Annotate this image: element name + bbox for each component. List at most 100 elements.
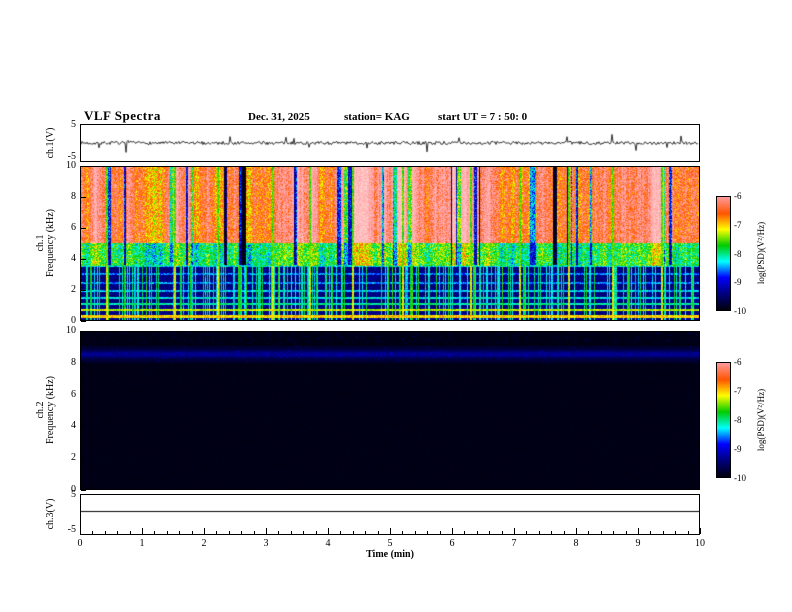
- x-tick-label: 10: [695, 538, 705, 549]
- colorbar2-tick-label: -6: [734, 357, 742, 367]
- x-major-tick: [204, 528, 205, 534]
- ch1-volt-tick-label: 5: [71, 119, 76, 130]
- ch2-freq-tick: [81, 458, 86, 459]
- x-minor-tick: [687, 531, 689, 534]
- ch1-volt-tick-label: -5: [67, 151, 76, 162]
- figure-title: VLF Spectra: [84, 108, 161, 123]
- ch3-voltage-axis-label: ch.3(V): [45, 498, 56, 530]
- x-major-tick: [452, 528, 453, 534]
- ch1-freq-tick: [81, 197, 86, 198]
- ch2-freq-tick: [81, 363, 86, 364]
- x-minor-tick: [414, 531, 416, 534]
- ch2-freq-tick-label: 0: [71, 484, 76, 495]
- ch2-freq-tick: [81, 331, 86, 332]
- ch3-volt-tick-label: 5: [71, 489, 76, 500]
- x-minor-tick: [551, 531, 553, 534]
- ch1-freq-tick-label: 0: [71, 315, 76, 326]
- ch1-freq-tick-label: 2: [71, 284, 76, 295]
- x-tick-label: 0: [77, 538, 83, 549]
- x-minor-tick: [662, 531, 664, 534]
- ch1-freq-tick-label: 8: [71, 191, 76, 202]
- x-minor-tick: [563, 531, 565, 534]
- colorbar1-tick-label: -10: [734, 306, 746, 316]
- x-minor-tick: [104, 531, 106, 534]
- x-tick-label: 1: [139, 538, 145, 549]
- ch2-spectrogram-panel: [80, 331, 700, 490]
- x-tick-label: 8: [573, 538, 579, 549]
- x-minor-tick: [476, 531, 478, 534]
- ch1-voltage-axis-label: ch.1(V): [45, 127, 56, 159]
- x-minor-tick: [129, 531, 131, 534]
- x-minor-tick: [402, 531, 404, 534]
- x-minor-tick: [117, 531, 119, 534]
- ch1-freq-tick: [81, 290, 86, 291]
- ch2-freq-tick-label: 2: [71, 452, 76, 463]
- x-major-tick: [576, 528, 577, 534]
- x-tick-label: 9: [635, 538, 641, 549]
- x-major-tick: [700, 528, 701, 534]
- time-axis-label: Time (min): [366, 549, 414, 560]
- x-minor-tick: [439, 531, 441, 534]
- x-major-tick: [80, 528, 81, 534]
- x-tick-label: 5: [387, 538, 393, 549]
- start-time-label: start UT = 7 : 50: 0: [438, 111, 528, 123]
- ch2-freq-tick: [81, 395, 86, 396]
- x-minor-tick: [538, 531, 540, 534]
- x-tick-label: 6: [449, 538, 455, 549]
- x-minor-tick: [253, 531, 255, 534]
- colorbar1-tick-label: -8: [734, 248, 742, 259]
- ch1-frequency-axis-label: ch.1 Frequency (kHz): [35, 209, 56, 277]
- x-minor-tick: [625, 531, 627, 534]
- x-minor-tick: [464, 531, 466, 534]
- ch3-waveform-canvas: [81, 495, 699, 534]
- ch2-freq-tick-label: 10: [66, 325, 76, 336]
- ch2-axis-unit: Frequency (kHz): [45, 375, 56, 445]
- x-minor-tick: [303, 531, 305, 534]
- ch1-freq-tick: [81, 228, 86, 229]
- ch2-freq-tick-label: 8: [71, 357, 76, 368]
- colorbar-ch1-canvas: [717, 197, 730, 310]
- x-tick-label: 4: [325, 538, 331, 549]
- x-minor-tick: [352, 531, 354, 534]
- x-tick-label: 2: [201, 538, 207, 549]
- ch2-freq-tick-label: 4: [71, 420, 76, 431]
- x-minor-tick: [365, 531, 367, 534]
- x-major-tick: [390, 528, 391, 534]
- ch1-freq-tick-label: 10: [66, 160, 76, 171]
- x-minor-tick: [315, 531, 317, 534]
- x-minor-tick: [191, 531, 193, 534]
- x-minor-tick: [340, 531, 342, 534]
- x-minor-tick: [526, 531, 528, 534]
- x-minor-tick: [179, 531, 181, 534]
- x-minor-tick: [613, 531, 615, 534]
- x-major-tick: [328, 528, 329, 534]
- colorbar2-tick-label: -9: [734, 444, 742, 454]
- x-minor-tick: [278, 531, 280, 534]
- x-major-tick: [142, 528, 143, 534]
- ch2-freq-tick: [81, 426, 86, 427]
- colorbar-ch2: [716, 362, 731, 478]
- x-major-tick: [266, 528, 267, 534]
- ch2-freq-tick-label: 6: [71, 389, 76, 400]
- ch1-waveform-panel: [80, 124, 700, 162]
- x-minor-tick: [241, 531, 243, 534]
- ch1-freq-tick: [81, 166, 86, 167]
- colorbar2-tick-label: -7: [734, 386, 742, 396]
- x-minor-tick: [427, 531, 429, 534]
- date-label: Dec. 31, 2025: [248, 111, 310, 123]
- colorbar2-tick-label: -8: [734, 415, 742, 425]
- ch1-freq-tick: [81, 321, 86, 322]
- x-tick-label: 7: [511, 538, 517, 549]
- x-major-tick: [514, 528, 515, 534]
- x-minor-tick: [650, 531, 652, 534]
- colorbar1-tick-label: -6: [734, 191, 742, 201]
- colorbar1-tick-label: -9: [734, 277, 742, 288]
- x-minor-tick: [290, 531, 292, 534]
- colorbar1-tick-label: -7: [734, 219, 742, 230]
- ch1-waveform-canvas: [81, 125, 699, 161]
- x-minor-tick: [489, 531, 491, 534]
- x-minor-tick: [166, 531, 168, 534]
- ch1-freq-tick: [81, 259, 86, 260]
- x-minor-tick: [588, 531, 590, 534]
